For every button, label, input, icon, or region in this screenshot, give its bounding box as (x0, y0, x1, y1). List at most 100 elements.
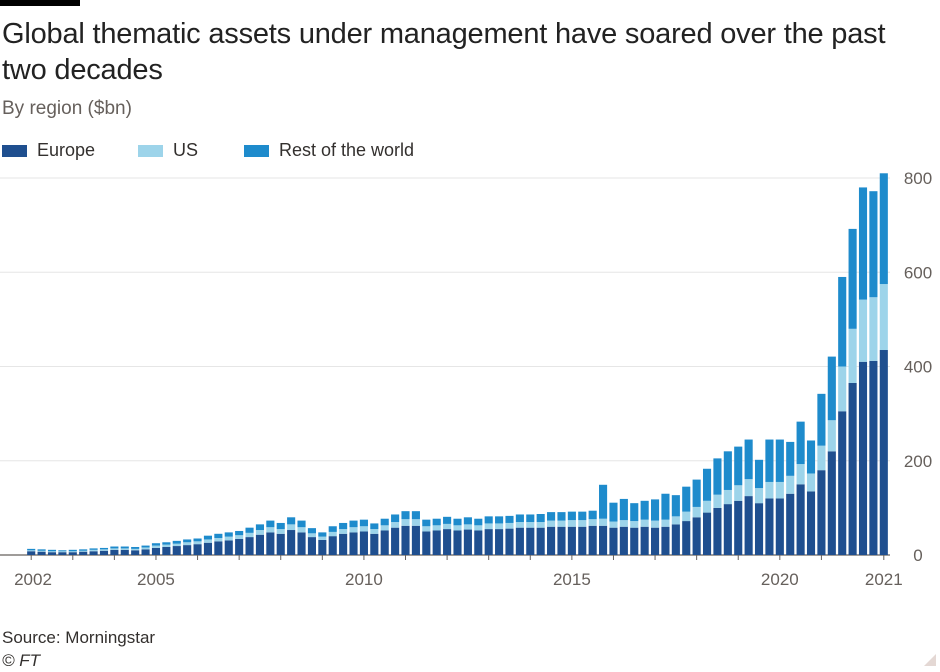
bar-rest-of-the-world-27 (307, 528, 316, 534)
bar-rest-of-the-world-54 (588, 510, 597, 520)
bar-rest-of-the-world-40 (443, 516, 452, 524)
bar-rest-of-the-world-35 (391, 514, 400, 523)
bar-europe-79 (848, 382, 857, 555)
bar-us-39 (432, 525, 441, 531)
bar-us-36 (401, 519, 410, 526)
bar-us-73 (786, 475, 795, 494)
bar-europe-2 (47, 552, 57, 555)
legend-item-europe: Europe (2, 140, 95, 161)
bar-us-48 (526, 522, 535, 528)
bar-us-30 (339, 529, 348, 534)
bar-europe-48 (526, 527, 535, 555)
bar-us-11 (141, 547, 150, 550)
bar-europe-10 (131, 550, 140, 555)
bar-rest-of-the-world-57 (619, 498, 628, 521)
x-tick-label-2005: 2005 (137, 570, 175, 589)
bar-europe-19 (224, 540, 233, 555)
bar-europe-37 (411, 525, 420, 555)
bar-rest-of-the-world-53 (578, 511, 587, 521)
bar-us-24 (276, 529, 285, 534)
bar-europe-39 (432, 530, 441, 555)
bar-rest-of-the-world-20 (235, 530, 244, 536)
legend-label-us: US (173, 140, 199, 160)
bar-europe-13 (162, 546, 171, 555)
bar-rest-of-the-world-76 (817, 393, 826, 446)
bar-rest-of-the-world-39 (432, 518, 441, 526)
bar-rest-of-the-world-0 (27, 548, 36, 551)
bar-us-28 (318, 536, 327, 540)
bar-us-79 (848, 328, 857, 383)
bar-rest-of-the-world-12 (151, 543, 161, 546)
bar-rest-of-the-world-41 (453, 518, 462, 526)
bar-rest-of-the-world-5 (79, 549, 88, 551)
bar-europe-9 (120, 549, 129, 555)
bar-europe-17 (203, 542, 213, 555)
legend-label-europe: Europe (37, 140, 96, 160)
bar-europe-49 (536, 527, 545, 555)
bar-rest-of-the-world-48 (526, 514, 535, 523)
bar-europe-65 (702, 512, 712, 555)
bar-us-60 (650, 520, 660, 528)
bar-us-55 (599, 518, 608, 526)
bar-europe-14 (172, 546, 181, 555)
bar-rest-of-the-world-81 (869, 191, 878, 298)
bar-us-25 (287, 524, 296, 531)
bar-europe-62 (671, 524, 680, 555)
bar-rest-of-the-world-75 (806, 440, 816, 474)
bar-rest-of-the-world-82 (879, 173, 888, 285)
bar-europe-50 (547, 526, 556, 555)
source-note: Source: Morningstar (2, 628, 156, 647)
bar-us-31 (349, 527, 358, 533)
bar-us-43 (474, 525, 483, 531)
bar-us-52 (567, 520, 576, 527)
bar-us-53 (578, 520, 587, 527)
stacked-bar-chart: 0 200 400 600 800 2002 2005 2010 2015 2020 2021 (0, 169, 932, 589)
bar-us-80 (858, 299, 868, 362)
bar-rest-of-the-world-23 (266, 520, 275, 528)
bar-us-38 (422, 526, 431, 532)
bar-europe-11 (141, 549, 150, 555)
bar-us-42 (463, 524, 472, 530)
bar-rest-of-the-world-8 (110, 546, 119, 549)
bar-us-74 (796, 464, 805, 485)
bar-europe-5 (79, 551, 88, 555)
y-tick-label-600: 600 (904, 263, 932, 282)
bar-rest-of-the-world-2 (47, 549, 57, 552)
bar-us-35 (391, 522, 400, 528)
bar-europe-30 (339, 533, 348, 555)
bar-europe-77 (827, 451, 836, 555)
bar-us-27 (307, 533, 316, 538)
bar-us-65 (702, 500, 712, 513)
bar-europe-71 (765, 498, 774, 555)
bar-europe-59 (640, 526, 649, 555)
bar-europe-32 (359, 531, 368, 555)
bar-europe-42 (463, 529, 472, 555)
bar-rest-of-the-world-16 (193, 538, 202, 542)
bar-europe-58 (630, 527, 639, 555)
bar-us-8 (110, 548, 119, 550)
bar-us-41 (453, 525, 462, 531)
bar-europe-78 (838, 411, 847, 555)
bar-europe-36 (401, 525, 410, 555)
bar-europe-40 (443, 529, 452, 555)
bar-rest-of-the-world-11 (141, 545, 150, 548)
bar-us-2 (47, 551, 57, 553)
bar-us-51 (557, 520, 566, 527)
bar-europe-75 (806, 491, 816, 555)
bar-us-33 (370, 529, 379, 534)
bar-rest-of-the-world-30 (339, 522, 348, 530)
x-tick-label-2010: 2010 (345, 570, 383, 589)
y-tick-label-200: 200 (904, 452, 932, 471)
bar-europe-4 (68, 552, 77, 555)
bar-us-47 (515, 522, 524, 528)
bar-us-49 (536, 522, 545, 528)
y-tick-label-800: 800 (904, 169, 932, 188)
bar-rest-of-the-world-58 (630, 503, 639, 522)
bar-europe-68 (734, 500, 743, 555)
bar-rest-of-the-world-1 (37, 549, 46, 551)
bar-us-62 (671, 516, 680, 525)
bar-us-7 (99, 549, 109, 551)
bar-us-13 (162, 544, 171, 547)
bar-europe-12 (151, 547, 161, 555)
bar-us-56 (609, 521, 618, 528)
